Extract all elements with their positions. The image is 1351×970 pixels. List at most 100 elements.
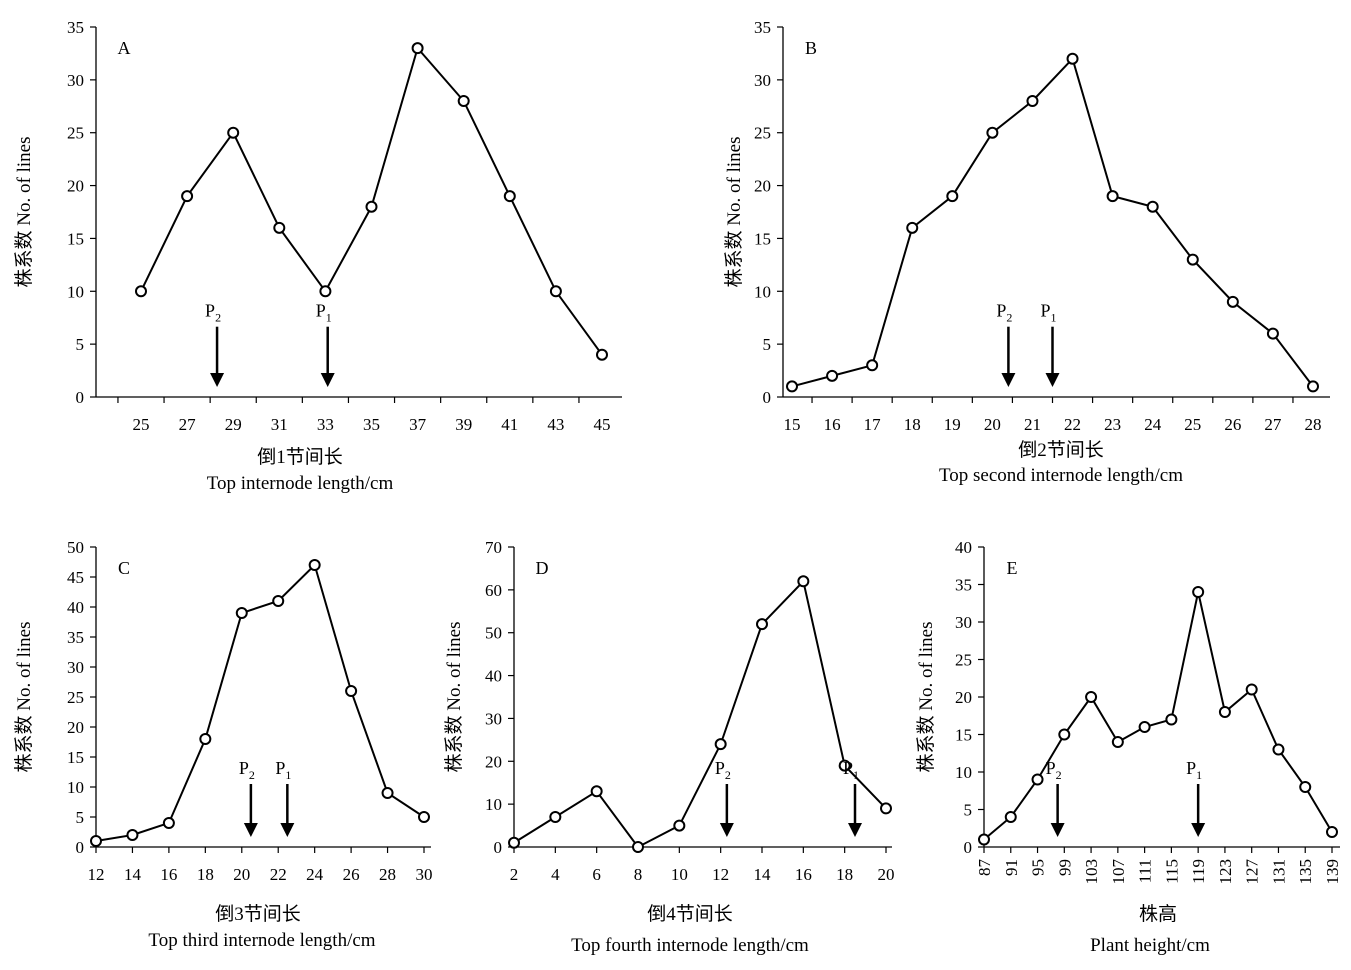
y-tick-label: 10 <box>485 795 502 814</box>
x-tick-label: 12 <box>88 865 105 884</box>
x-tick-label: 18 <box>904 415 921 434</box>
y-tick-label: 50 <box>485 624 502 643</box>
parent-marker-p1: P1 <box>843 758 862 837</box>
data-point <box>549 811 562 823</box>
x-tick-label: 135 <box>1296 859 1315 885</box>
marker-letter: P <box>205 301 215 321</box>
x-tick-label: 14 <box>124 865 142 884</box>
data-point <box>319 285 332 298</box>
x-tick-label: 103 <box>1082 859 1101 885</box>
y-tick-label: 20 <box>67 718 84 737</box>
arrow-icon <box>1001 373 1016 387</box>
arrow-icon <box>243 823 258 837</box>
y-tick-label: 25 <box>754 124 771 143</box>
y-tick-label: 10 <box>754 282 771 301</box>
x-tick-label: 20 <box>878 865 895 884</box>
x-tick-label: 25 <box>133 415 150 434</box>
x-tick-label: 123 <box>1216 859 1235 885</box>
marker-letter: P <box>1040 301 1050 321</box>
data-point <box>272 595 285 607</box>
marker-letter: P <box>316 301 326 321</box>
x-axis-label-en: Top third internode length/cm <box>148 930 375 951</box>
marker-letter: P <box>1046 758 1056 778</box>
x-axis-label-en: Plant height/cm <box>1090 935 1210 956</box>
data-point <box>1218 706 1231 718</box>
y-tick-label: 30 <box>754 71 771 90</box>
panel-letter: D <box>536 558 549 578</box>
marker-letter: P <box>239 758 249 778</box>
arrow-icon <box>1050 823 1065 837</box>
data-point <box>126 829 139 841</box>
data-point <box>1085 691 1098 703</box>
x-tick-label: 28 <box>379 865 396 884</box>
y-tick-label: 50 <box>67 538 84 557</box>
y-tick-label: 15 <box>67 229 84 248</box>
data-point <box>1004 811 1017 823</box>
x-tick-label: 10 <box>671 865 688 884</box>
x-tick-label: 25 <box>1184 415 1201 434</box>
data-point <box>1058 728 1071 741</box>
marker-subscript: 1 <box>1051 311 1057 325</box>
x-tick-label: 95 <box>1029 859 1048 876</box>
y-tick-label: 0 <box>964 838 973 857</box>
data-point <box>1138 721 1151 733</box>
y-tick-label: 0 <box>76 838 85 857</box>
x-tick-label: 19 <box>944 415 961 434</box>
x-tick-label: 27 <box>1264 415 1282 434</box>
x-tick-label: 91 <box>1002 859 1021 876</box>
y-tick-label: 35 <box>67 18 84 37</box>
marker-label: P1 <box>316 301 332 325</box>
parent-marker-p2: P2 <box>1046 758 1065 837</box>
series-line <box>791 56 1314 388</box>
x-tick-label: 30 <box>416 865 433 884</box>
x-tick-label: 139 <box>1323 859 1342 885</box>
x-axis-label-en: Top second internode length/cm <box>939 465 1183 486</box>
y-tick-label: 30 <box>955 613 972 632</box>
y-tick-label: 0 <box>494 838 503 857</box>
panel-letter: E <box>1007 558 1018 578</box>
y-tick-label: 70 <box>485 538 502 557</box>
y-tick-label: 0 <box>763 388 772 407</box>
x-tick-label: 16 <box>824 415 841 434</box>
x-tick-label: 12 <box>712 865 729 884</box>
x-tick-label: 22 <box>270 865 287 884</box>
panel-letter: B <box>805 38 817 58</box>
x-tick-label: 18 <box>197 865 214 884</box>
data-point <box>1165 713 1178 726</box>
data-point <box>866 359 879 372</box>
arrow-icon <box>848 823 862 837</box>
y-axis-label: 株系数 No. of lines <box>915 622 937 773</box>
x-tick-label: 107 <box>1109 859 1128 885</box>
y-tick-label: 60 <box>485 581 502 600</box>
data-point <box>381 787 394 799</box>
panel-letter: C <box>118 558 130 578</box>
y-tick-label: 45 <box>67 568 84 587</box>
data-point <box>235 607 248 619</box>
marker-letter: P <box>996 301 1006 321</box>
marker-subscript: 2 <box>1006 311 1012 325</box>
data-point <box>1226 295 1239 308</box>
x-axis-label-cn: 倒4节间长 <box>647 903 733 925</box>
marker-label: P2 <box>1046 758 1062 782</box>
data-point <box>673 819 686 832</box>
data-point <box>1272 743 1285 756</box>
y-tick-label: 25 <box>67 124 84 143</box>
y-tick-label: 35 <box>754 18 771 37</box>
x-tick-label: 31 <box>271 415 288 434</box>
x-tick-label: 8 <box>634 865 643 884</box>
x-tick-label: 131 <box>1269 859 1288 885</box>
parent-marker-p2: P2 <box>715 758 734 837</box>
data-point <box>590 785 603 798</box>
x-tick-label: 6 <box>592 865 601 884</box>
data-point <box>457 95 470 107</box>
parent-marker-p1: P1 <box>1186 758 1206 837</box>
x-tick-label: 24 <box>1144 415 1162 434</box>
arrow-icon <box>719 823 734 837</box>
x-tick-label: 18 <box>836 865 853 884</box>
y-tick-label: 35 <box>955 576 972 595</box>
marker-label: P1 <box>1186 758 1202 782</box>
x-tick-label: 15 <box>784 415 801 434</box>
marker-label: P2 <box>715 758 731 782</box>
